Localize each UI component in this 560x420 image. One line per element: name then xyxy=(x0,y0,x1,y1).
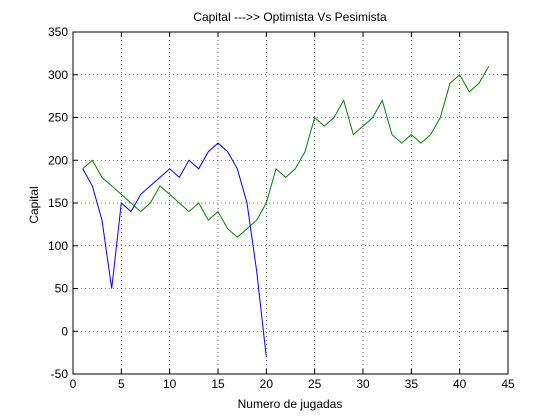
y-tick-label: 200 xyxy=(48,153,68,167)
x-tick-label: 30 xyxy=(356,377,370,391)
ticks: 0 5 10 15 20 25 30 35 40 45-500501001502002503003… xyxy=(48,25,515,391)
plot-area xyxy=(72,31,509,375)
y-tick-label: 150 xyxy=(48,196,68,210)
y-tick-label: 250 xyxy=(48,111,68,125)
y-tick-label: 50 xyxy=(55,282,69,296)
series-line-2 xyxy=(82,65,490,238)
x-axis-label: Numero de jugadas xyxy=(238,397,343,411)
y-tick-label: -50 xyxy=(51,367,69,381)
x-tick-label: 35 xyxy=(405,377,419,391)
x-tick-label: 5 xyxy=(118,377,125,391)
series-line-1 xyxy=(82,142,267,357)
y-tick-label: 0 xyxy=(61,324,68,338)
x-tick-label: 40 xyxy=(453,377,467,391)
grid xyxy=(73,32,508,374)
y-tick-label: 100 xyxy=(48,239,68,253)
x-tick-label: 25 xyxy=(308,377,322,391)
y-tick-label: 300 xyxy=(48,68,68,82)
y-tick-label: 350 xyxy=(48,25,68,39)
chart-title: Capital --->> Optimista Vs Pesimista xyxy=(193,10,387,24)
y-axis-label: Capital xyxy=(27,186,41,223)
x-tick-label: 10 xyxy=(163,377,177,391)
x-tick-label: 20 xyxy=(260,377,274,391)
series-layer xyxy=(82,65,490,357)
x-tick-label: 15 xyxy=(211,377,225,391)
x-tick-label: 45 xyxy=(501,377,515,391)
x-tick-label: 0 xyxy=(70,377,77,391)
